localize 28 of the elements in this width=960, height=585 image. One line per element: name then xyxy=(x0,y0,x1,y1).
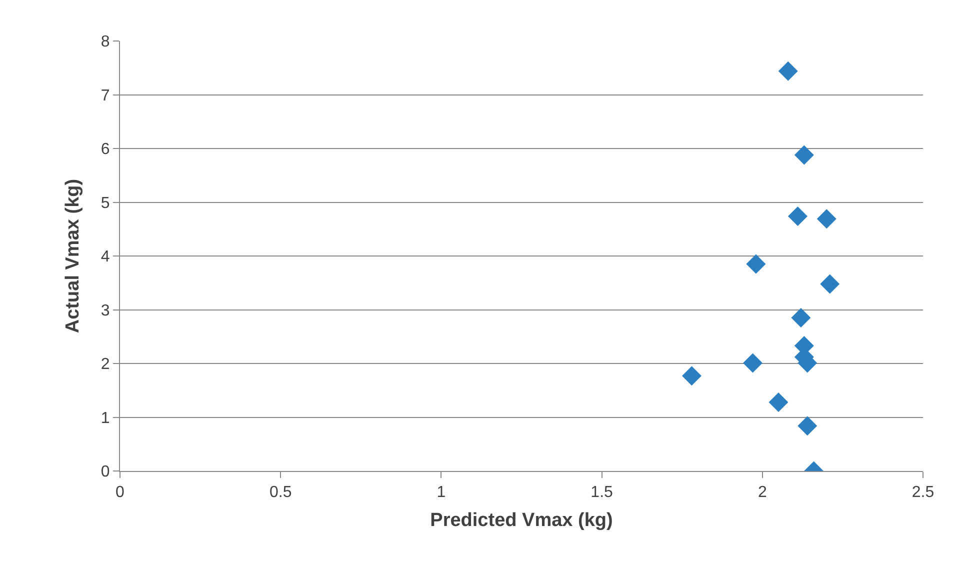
y-tick-label: 1 xyxy=(100,410,110,427)
y-axis-title: Actual Vmax (kg) xyxy=(62,178,84,334)
x-tick-label: 0 xyxy=(116,484,125,502)
point xyxy=(743,353,763,373)
x-tick-label: 2.5 xyxy=(912,484,934,502)
point xyxy=(778,61,798,81)
x-tick-label: 0.5 xyxy=(269,484,292,502)
y-tick-label: 6 xyxy=(100,141,110,158)
point xyxy=(798,416,818,436)
point xyxy=(791,308,811,328)
y-tick-label: 7 xyxy=(100,87,110,104)
x-tick-label: 1.5 xyxy=(590,484,614,502)
point xyxy=(746,254,766,274)
x-tick-label: 2 xyxy=(758,484,767,502)
point xyxy=(820,274,840,294)
point xyxy=(768,392,788,412)
y-tick-label: 5 xyxy=(100,194,110,212)
y-tick-label: 3 xyxy=(100,302,110,320)
y-tick-label: 8 xyxy=(100,34,110,51)
y-tick-label: 2 xyxy=(100,356,110,374)
y-tick-label: 0 xyxy=(100,464,110,481)
y-tick-label: 4 xyxy=(100,248,110,266)
point xyxy=(816,209,836,229)
x-axis-title: Predicted Vmax (kg) xyxy=(430,510,613,531)
point xyxy=(682,366,702,386)
point xyxy=(794,145,814,165)
x-tick-label: 1 xyxy=(436,484,446,502)
point xyxy=(788,206,808,226)
